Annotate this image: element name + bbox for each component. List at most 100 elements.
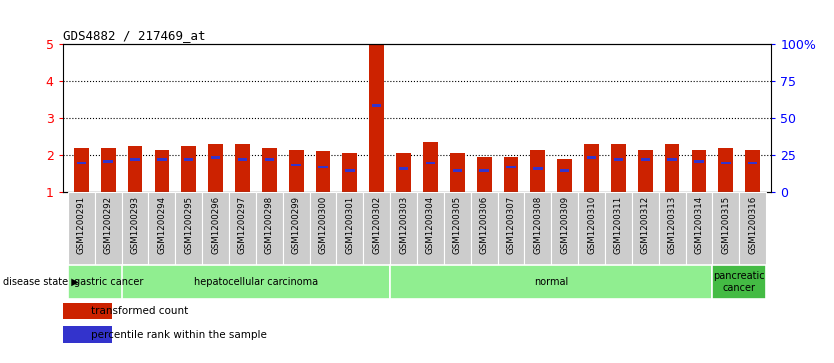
FancyBboxPatch shape <box>68 192 95 265</box>
Bar <box>584 144 599 192</box>
Bar <box>63 303 112 319</box>
Text: GSM1200306: GSM1200306 <box>480 196 489 254</box>
Bar <box>587 156 596 159</box>
Bar <box>665 144 680 192</box>
FancyBboxPatch shape <box>283 192 309 265</box>
Text: percentile rank within the sample: percentile rank within the sample <box>91 330 267 340</box>
Bar <box>533 167 543 170</box>
Bar <box>103 160 113 163</box>
Text: GSM1200298: GSM1200298 <box>265 196 274 254</box>
Bar <box>425 162 435 164</box>
FancyBboxPatch shape <box>444 192 470 265</box>
Text: GSM1200304: GSM1200304 <box>426 196 435 254</box>
FancyBboxPatch shape <box>390 192 417 265</box>
Bar <box>667 158 677 161</box>
FancyBboxPatch shape <box>605 192 632 265</box>
FancyBboxPatch shape <box>175 192 202 265</box>
Text: GSM1200302: GSM1200302 <box>372 196 381 254</box>
FancyBboxPatch shape <box>95 192 122 265</box>
Text: GSM1200301: GSM1200301 <box>345 196 354 254</box>
Bar <box>101 148 116 192</box>
Bar <box>611 144 626 192</box>
Bar <box>211 156 220 159</box>
Text: GDS4882 / 217469_at: GDS4882 / 217469_at <box>63 29 205 42</box>
FancyBboxPatch shape <box>498 192 525 265</box>
Text: GSM1200294: GSM1200294 <box>158 196 167 254</box>
FancyBboxPatch shape <box>390 265 712 299</box>
Bar <box>369 44 384 192</box>
Bar <box>450 153 465 192</box>
Bar <box>181 146 196 192</box>
Bar <box>614 158 623 161</box>
Bar <box>372 104 381 107</box>
Text: GSM1200313: GSM1200313 <box>667 196 676 254</box>
FancyBboxPatch shape <box>68 265 148 299</box>
Bar <box>128 146 143 192</box>
FancyBboxPatch shape <box>122 265 390 299</box>
Bar <box>721 162 731 164</box>
FancyBboxPatch shape <box>712 265 766 299</box>
FancyBboxPatch shape <box>309 192 336 265</box>
FancyBboxPatch shape <box>229 192 256 265</box>
Bar <box>557 159 572 192</box>
Bar <box>748 162 757 164</box>
Text: disease state ▶: disease state ▶ <box>3 277 79 287</box>
Bar <box>262 148 277 192</box>
Bar <box>396 153 411 192</box>
Bar <box>504 157 519 192</box>
FancyBboxPatch shape <box>417 192 444 265</box>
Bar <box>638 150 653 192</box>
Bar <box>477 157 491 192</box>
FancyBboxPatch shape <box>364 192 390 265</box>
Bar <box>77 162 86 164</box>
Text: GSM1200308: GSM1200308 <box>533 196 542 254</box>
Text: GSM1200307: GSM1200307 <box>506 196 515 254</box>
Bar <box>453 169 462 172</box>
Bar <box>718 148 733 192</box>
Text: GSM1200295: GSM1200295 <box>184 196 193 254</box>
Text: GSM1200300: GSM1200300 <box>319 196 328 254</box>
Text: GSM1200315: GSM1200315 <box>721 196 731 254</box>
Text: gastric cancer: gastric cancer <box>73 277 143 287</box>
Bar <box>291 164 301 166</box>
Bar <box>130 158 140 161</box>
Bar <box>74 148 88 192</box>
FancyBboxPatch shape <box>632 192 659 265</box>
Bar <box>184 158 193 161</box>
Text: pancreatic
cancer: pancreatic cancer <box>713 272 765 293</box>
FancyBboxPatch shape <box>739 192 766 265</box>
Bar <box>238 158 247 161</box>
FancyBboxPatch shape <box>470 192 498 265</box>
FancyBboxPatch shape <box>525 192 551 265</box>
FancyBboxPatch shape <box>122 192 148 265</box>
Bar <box>399 167 409 170</box>
FancyBboxPatch shape <box>686 192 712 265</box>
Bar <box>560 169 570 172</box>
Bar <box>315 151 330 192</box>
Text: GSM1200296: GSM1200296 <box>211 196 220 254</box>
Text: GSM1200291: GSM1200291 <box>77 196 86 254</box>
Text: GSM1200312: GSM1200312 <box>641 196 650 254</box>
Bar <box>157 158 167 161</box>
Bar <box>289 150 304 192</box>
Text: GSM1200314: GSM1200314 <box>695 196 703 254</box>
Bar <box>264 158 274 161</box>
Bar <box>641 158 650 161</box>
Text: GSM1200299: GSM1200299 <box>292 196 301 254</box>
Text: GSM1200305: GSM1200305 <box>453 196 462 254</box>
Bar <box>530 150 545 192</box>
Text: GSM1200297: GSM1200297 <box>238 196 247 254</box>
Text: hepatocellular carcinoma: hepatocellular carcinoma <box>193 277 318 287</box>
Text: GSM1200309: GSM1200309 <box>560 196 569 254</box>
Text: GSM1200316: GSM1200316 <box>748 196 757 254</box>
FancyBboxPatch shape <box>659 192 686 265</box>
Text: GSM1200303: GSM1200303 <box>399 196 408 254</box>
Bar <box>691 150 706 192</box>
Bar <box>345 169 354 172</box>
Bar <box>235 144 250 192</box>
Bar <box>506 166 515 168</box>
FancyBboxPatch shape <box>148 192 175 265</box>
FancyBboxPatch shape <box>551 192 578 265</box>
Bar <box>154 150 169 192</box>
FancyBboxPatch shape <box>256 192 283 265</box>
